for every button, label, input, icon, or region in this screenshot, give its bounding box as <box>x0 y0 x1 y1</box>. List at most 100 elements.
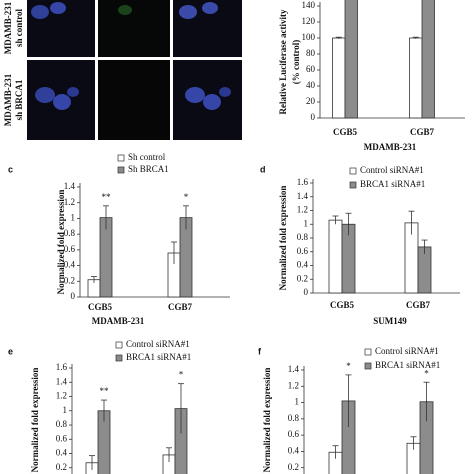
y-tick-label: 0.4 <box>64 260 76 270</box>
legend-swatch <box>364 348 372 356</box>
y-tick-label: 1 <box>304 218 309 228</box>
legend-label: Control siRNA#1 <box>375 346 439 356</box>
y-tick-label: 1.6 <box>56 362 68 372</box>
x-axis-label: SUM149 <box>373 316 407 326</box>
y-tick-label: 1 <box>63 405 68 415</box>
y-tick-label: 0.6 <box>56 433 68 443</box>
y-tick-label: 80 <box>306 48 316 58</box>
legend-label: BRCA1 siRNA#1 <box>375 360 440 370</box>
annotation: * <box>179 370 184 380</box>
y-tick-label: 1.4 <box>64 181 76 191</box>
annotation: * <box>346 361 351 371</box>
y-tick-label: 1 <box>295 397 300 407</box>
y-tick-label: 0.8 <box>297 232 309 242</box>
legend-swatch <box>117 166 125 174</box>
y-tick-label: 140 <box>302 0 316 10</box>
y-tick-label: 60 <box>306 64 316 74</box>
image <box>98 0 170 57</box>
x-axis-label: MDAMB-231 <box>92 316 145 326</box>
nucleus <box>202 2 218 14</box>
legend-label: Sh control <box>128 152 166 162</box>
x-tick-label: CGB5 <box>330 300 355 310</box>
y-tick-label: 0.2 <box>288 462 299 472</box>
x-tick-label: CGB7 <box>410 127 435 137</box>
bar <box>421 0 435 119</box>
nucleus <box>67 87 79 97</box>
nucleus <box>35 87 55 103</box>
bar <box>332 37 346 119</box>
nucleus <box>53 94 71 110</box>
y-axis-label: Normalized fold expression <box>262 368 272 473</box>
y-tick-label: 1.2 <box>56 391 67 401</box>
annotation: * <box>424 368 429 378</box>
x-tick-label: CGB7 <box>168 302 193 312</box>
annotation: ** <box>100 386 110 396</box>
annotation: ** <box>102 192 112 202</box>
image <box>98 60 170 140</box>
y-tick-label: 100 <box>302 32 316 42</box>
y-tick-label: 1.4 <box>56 376 68 386</box>
row-label: sh BRCA1 <box>14 79 24 120</box>
annotation: * <box>184 192 189 202</box>
y-tick-label: 0.6 <box>297 246 309 256</box>
y-tick-label: 1.2 <box>297 205 308 215</box>
y-axis-label: (% control) <box>291 40 301 85</box>
y-tick-label: 1.6 <box>297 177 309 187</box>
x-tick-label: CGB5 <box>88 302 113 312</box>
y-axis-label: Relative Luciferase activity <box>278 9 288 114</box>
legend-label: Sh BRCA1 <box>128 164 169 174</box>
y-tick-label: 0.4 <box>56 448 68 458</box>
bar <box>344 0 358 119</box>
legend-label: Control siRNA#1 <box>126 339 190 349</box>
panel-label: c <box>8 164 13 174</box>
legend-label: BRCA1 siRNA#1 <box>126 352 191 362</box>
y-tick-label: 1.2 <box>64 197 75 207</box>
row-label: sh control <box>14 8 24 47</box>
y-tick-label: 0.6 <box>288 429 300 439</box>
y-tick-label: 0.2 <box>56 462 67 472</box>
x-tick-label: CGB7 <box>406 300 431 310</box>
bar <box>179 217 193 298</box>
legend-swatch <box>117 154 125 162</box>
bar <box>409 37 423 119</box>
y-tick-label: 0.6 <box>64 244 76 254</box>
y-tick-label: 0.8 <box>56 419 68 429</box>
y-tick-label: 40 <box>306 80 316 90</box>
y-tick-label: 0.4 <box>297 260 309 270</box>
nucleus <box>31 5 49 19</box>
panel-label: d <box>260 164 266 174</box>
nucleus <box>50 2 66 14</box>
nucleus <box>219 87 231 97</box>
legend-label: Control siRNA#1 <box>360 165 424 175</box>
y-tick-label: 1.4 <box>297 191 309 201</box>
y-tick-label: 20 <box>306 96 316 106</box>
y-tick-label: 120 <box>302 16 316 26</box>
y-axis-label: Normalized fold expression <box>56 190 66 295</box>
y-tick-label: 0 <box>311 112 316 122</box>
x-tick-label: CGB5 <box>333 127 358 137</box>
y-tick-label: 0.4 <box>288 445 300 455</box>
y-tick-label: 0.8 <box>288 413 300 423</box>
bar <box>99 217 113 298</box>
y-tick-label: 1 <box>71 212 76 222</box>
legend-swatch <box>364 362 372 370</box>
nucleus <box>179 5 197 19</box>
microscopy: MDAMB-231 sh control MDAMB-231 sh BRCA1 <box>3 0 242 140</box>
nucleus <box>203 94 221 110</box>
bar <box>328 219 343 294</box>
legend-swatch <box>349 167 357 175</box>
legend-swatch <box>115 341 123 349</box>
row-label: MDAMB-231 <box>3 1 13 54</box>
panel-label: e <box>8 346 13 356</box>
y-tick-label: 0.2 <box>297 273 308 283</box>
y-axis-label: Normalized fold expression <box>30 368 40 473</box>
panel-label: f <box>258 346 262 356</box>
signal <box>118 5 132 15</box>
x-axis-label: MDAMB-231 <box>364 142 417 152</box>
legend-swatch <box>115 354 123 362</box>
bar <box>417 246 432 294</box>
y-tick-label: 0 <box>71 291 76 301</box>
y-tick-label: 1.4 <box>288 364 300 374</box>
